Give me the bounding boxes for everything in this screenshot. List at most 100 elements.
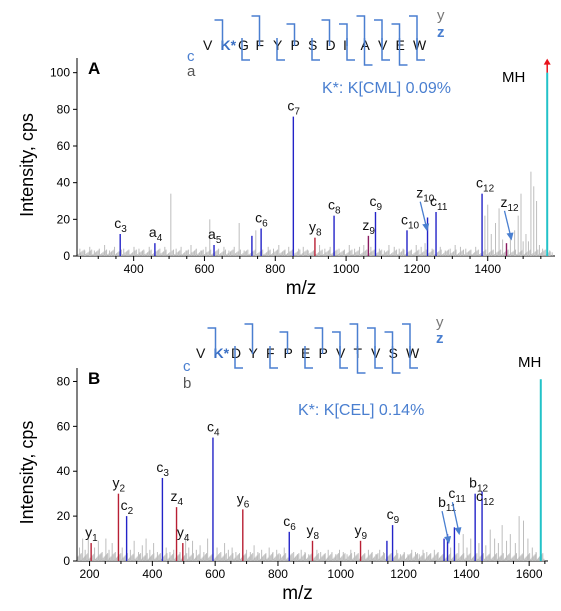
panel-b-fragment-bracket-n — [367, 327, 376, 354]
panel-a-ion-label: c11 — [430, 193, 448, 213]
panel-b-x-tick-label: 200 — [80, 567, 100, 581]
panel-a-ion-label: c9 — [369, 193, 382, 213]
panel-a-ion-label: c7 — [287, 98, 300, 118]
panel-a-sequence-residue: I — [343, 37, 347, 53]
panel-a-ion-label: a4 — [149, 224, 163, 244]
panel-b-ion-label: y9 — [355, 522, 368, 542]
panel-a-legend-y: y — [437, 7, 445, 24]
panel-a-fragment-bracket-n — [251, 15, 261, 46]
panel-a-y-tick-label: 80 — [57, 102, 71, 116]
panel-b-ion-label: c12 — [476, 488, 495, 508]
panel-b-mh-label: MH — [518, 354, 541, 371]
panel-b-label-arrow-head — [444, 536, 452, 545]
panel-a-x-tick-label: 1200 — [404, 262, 431, 276]
panel-b-label-arrow — [441, 510, 449, 540]
panel-b-fragment-bracket-c — [234, 346, 243, 369]
panel-b-legend-c: c — [183, 358, 191, 375]
panel-a-fragment-bracket-n — [356, 15, 366, 46]
panel-b-ion-label: c6 — [283, 513, 296, 533]
panel-b-fragment-bracket-c — [304, 346, 313, 369]
panel-b-ion-label: y4 — [177, 524, 190, 544]
panel-a-y-tick-label: 20 — [57, 212, 71, 226]
panel-b-x-tick-label: 800 — [268, 567, 288, 581]
panel-a-fragment-bracket-n — [409, 15, 418, 46]
panel-a-mh-label: MH — [502, 69, 525, 86]
panel-b-ion-label: c4 — [207, 419, 220, 439]
panel-a-x-tick-label: 1400 — [474, 262, 501, 276]
panel-b-ion-label: y2 — [112, 475, 125, 495]
panel-b-sequence-residue: V — [336, 345, 346, 361]
panel-a-ion-label: a5 — [208, 226, 222, 246]
panel-b-x-tick-label: 1600 — [516, 567, 543, 581]
panel-b-sequence-residue: Y — [249, 345, 259, 361]
panel-b-sequence-residue: K* — [214, 345, 230, 361]
panel-b-ion-label: c3 — [156, 459, 169, 479]
panel-b-ion-label: y1 — [85, 524, 98, 544]
panel-a-sequence-residue: V — [203, 37, 213, 53]
panel-a-fragment-bracket-c — [311, 38, 320, 61]
panel-b-ion-label: c9 — [387, 506, 400, 526]
panel-b-legend-y: y — [436, 314, 444, 331]
panel-a-x-tick-label: 600 — [194, 262, 214, 276]
panel-a-fragment-bracket-c — [398, 38, 408, 66]
panel-b-x-axis-title: m/z — [282, 583, 313, 604]
panel-a-x-tick-label: 1000 — [333, 262, 360, 276]
panel-a-ion-label: z9 — [362, 217, 375, 237]
panel-a-label-arrow-head — [506, 232, 514, 241]
panel-a-x-tick-label: 400 — [124, 262, 144, 276]
panel-a: 0 20 40 60 80 100 400 600 800 1000 1200 1400 m/z Inte… — [17, 7, 555, 299]
panel-a-panel-tag: A — [88, 59, 100, 78]
panel-a-modification-label: K*: K[CML] 0.09% — [322, 80, 451, 97]
panel-a-y-tick-label: 0 — [63, 249, 70, 263]
panel-b: 0 20 40 60 80 200 400 600 800 1000 1200 1400 1600 m/z… — [17, 314, 548, 604]
panel-a-fragment-bracket-n — [374, 19, 383, 46]
panel-b-fragment-bracket-n — [402, 323, 411, 354]
panel-a-ion-label: c12 — [476, 175, 495, 195]
panel-a-ion-label: c10 — [401, 211, 420, 231]
panel-a-fragment-bracket-c — [276, 38, 285, 61]
panel-a-ion-label: c3 — [114, 215, 127, 235]
panel-b-y-tick-label: 0 — [63, 554, 70, 568]
panel-b-x-tick-label: 1000 — [327, 567, 354, 581]
panel-b-y-tick-label: 20 — [57, 509, 71, 523]
panel-b-sequence-residue: D — [231, 345, 241, 361]
panel-b-ion-label: c2 — [121, 497, 134, 517]
panel-b-panel-tag: B — [88, 369, 100, 388]
panel-a-sequence-residue: W — [413, 37, 427, 53]
panel-a-sequence-residue: D — [326, 37, 336, 53]
panel-b-fragment-bracket-n — [279, 331, 289, 354]
panel-a-legend-a: a — [187, 63, 196, 80]
panel-b-ion-label: y6 — [237, 490, 250, 510]
panel-b-fragment-bracket-c — [269, 346, 278, 369]
panel-a-x-axis-title: m/z — [286, 278, 317, 299]
panel-a-ion-label: z12 — [500, 194, 519, 214]
panel-b-legend-z: z — [436, 330, 444, 347]
panel-a-legend-c: c — [187, 48, 195, 65]
panel-b-fragment-bracket-n — [349, 323, 359, 354]
panel-b-fragment-bracket-n — [314, 327, 324, 354]
panel-b-ion-label: y8 — [307, 522, 320, 542]
panel-a-fragment-bracket-n — [286, 23, 296, 46]
panel-a-label-arrow-head — [422, 223, 430, 232]
panel-a-ion-label: c6 — [255, 210, 268, 230]
panel-a-ion-label: y8 — [309, 219, 322, 239]
panel-b-x-tick-label: 600 — [205, 567, 225, 581]
panel-a-label-arrow — [503, 210, 512, 236]
panel-b-fragment-bracket-n — [244, 323, 254, 354]
panel-b-x-tick-label: 1400 — [453, 567, 480, 581]
panel-a-sequence-residue: K* — [221, 37, 237, 53]
panel-b-label-arrow-head — [454, 527, 462, 536]
panel-a-y-axis-title: Intensity, cps — [17, 113, 37, 217]
panel-a-sequence-residue: V — [378, 37, 388, 53]
panel-b-y-tick-label: 40 — [57, 464, 71, 478]
panel-b-ion-label: b12 — [469, 475, 488, 495]
panel-a-sequence-residue: Y — [273, 37, 283, 53]
panel-a-y-tick-label: 60 — [57, 139, 71, 153]
panel-a-fragment-bracket-c — [363, 38, 373, 66]
panel-b-fragment-bracket-c — [409, 346, 418, 369]
panel-b-ion-label: z4 — [171, 488, 184, 508]
panel-b-y-tick-label: 60 — [57, 419, 71, 433]
panel-b-modification-label: K*: K[CEL] 0.14% — [298, 402, 424, 419]
panel-a-fragment-bracket-n — [214, 19, 224, 46]
panel-a-fragment-bracket-c — [241, 38, 250, 61]
